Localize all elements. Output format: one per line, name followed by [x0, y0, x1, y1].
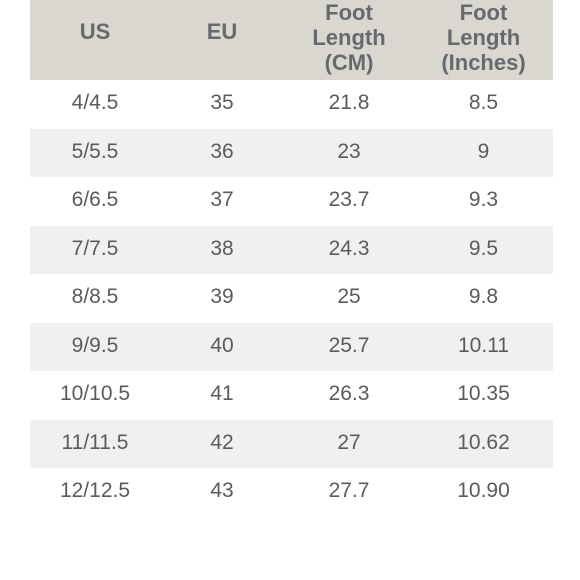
- table-row: 4/4.5 35 21.8 8.5: [30, 80, 553, 129]
- header-us: US: [79, 19, 111, 44]
- cell-eu: 41: [210, 382, 234, 406]
- header-foot-length-cm: Foot Length (CM): [312, 0, 386, 75]
- cell-eu: 40: [210, 333, 234, 357]
- cell-eu: 38: [210, 236, 234, 260]
- cell-eu: 43: [210, 479, 234, 503]
- cell-cm: 24.3: [328, 236, 370, 260]
- cell-cm: 25.7: [328, 333, 370, 357]
- table-row: 9/9.5 40 25.7 10.11: [30, 322, 553, 371]
- cell-cm: 26.3: [328, 382, 370, 406]
- table-row: 7/7.5 38 24.3 9.5: [30, 225, 553, 274]
- cell-cm: 25: [337, 285, 361, 309]
- header-foot-length-inches: Foot Length (Inches): [441, 0, 526, 75]
- cell-cm: 27.7: [328, 479, 370, 503]
- cell-us: 9/9.5: [71, 333, 119, 357]
- size-chart-table: US EU Foot Length (CM) Foot Length (Inch…: [30, 0, 553, 517]
- table-row: 6/6.5 37 23.7 9.3: [30, 177, 553, 226]
- cell-us: 7/7.5: [71, 236, 119, 260]
- cell-us: 10/10.5: [59, 382, 131, 406]
- table-row: 12/12.5 43 27.7 10.90: [30, 468, 553, 517]
- cell-us: 12/12.5: [59, 479, 131, 503]
- cell-inches: 9: [477, 139, 490, 163]
- cell-inches: 9.3: [468, 188, 499, 212]
- cell-eu: 35: [210, 91, 234, 115]
- cell-us: 4/4.5: [71, 91, 119, 115]
- table-row: 5/5.5 36 23 9: [30, 128, 553, 177]
- cell-us: 11/11.5: [61, 430, 129, 454]
- cell-us: 5/5.5: [71, 139, 119, 163]
- table-row: 10/10.5 41 26.3 10.35: [30, 371, 553, 420]
- cell-inches: 9.8: [468, 285, 499, 309]
- cell-us: 6/6.5: [71, 188, 119, 212]
- cell-eu: 36: [210, 139, 234, 163]
- table-row: 11/11.5 42 27 10.62: [30, 419, 553, 468]
- cell-cm: 21.8: [328, 91, 370, 115]
- cell-cm: 27: [337, 430, 361, 454]
- table-row: 8/8.5 39 25 9.8: [30, 274, 553, 323]
- cell-inches: 9.5: [468, 236, 499, 260]
- cell-inches: 10.35: [457, 382, 510, 406]
- table-header: US EU Foot Length (CM) Foot Length (Inch…: [30, 0, 553, 80]
- header-eu: EU: [206, 19, 238, 44]
- cell-inches: 10.62: [457, 430, 510, 454]
- cell-cm: 23.7: [328, 188, 370, 212]
- cell-cm: 23: [337, 139, 361, 163]
- cell-us: 8/8.5: [71, 285, 119, 309]
- cell-inches: 10.11: [458, 333, 509, 357]
- cell-eu: 39: [210, 285, 234, 309]
- cell-inches: 10.90: [457, 479, 510, 503]
- cell-inches: 8.5: [468, 91, 499, 115]
- cell-eu: 42: [210, 430, 234, 454]
- cell-eu: 37: [210, 188, 234, 212]
